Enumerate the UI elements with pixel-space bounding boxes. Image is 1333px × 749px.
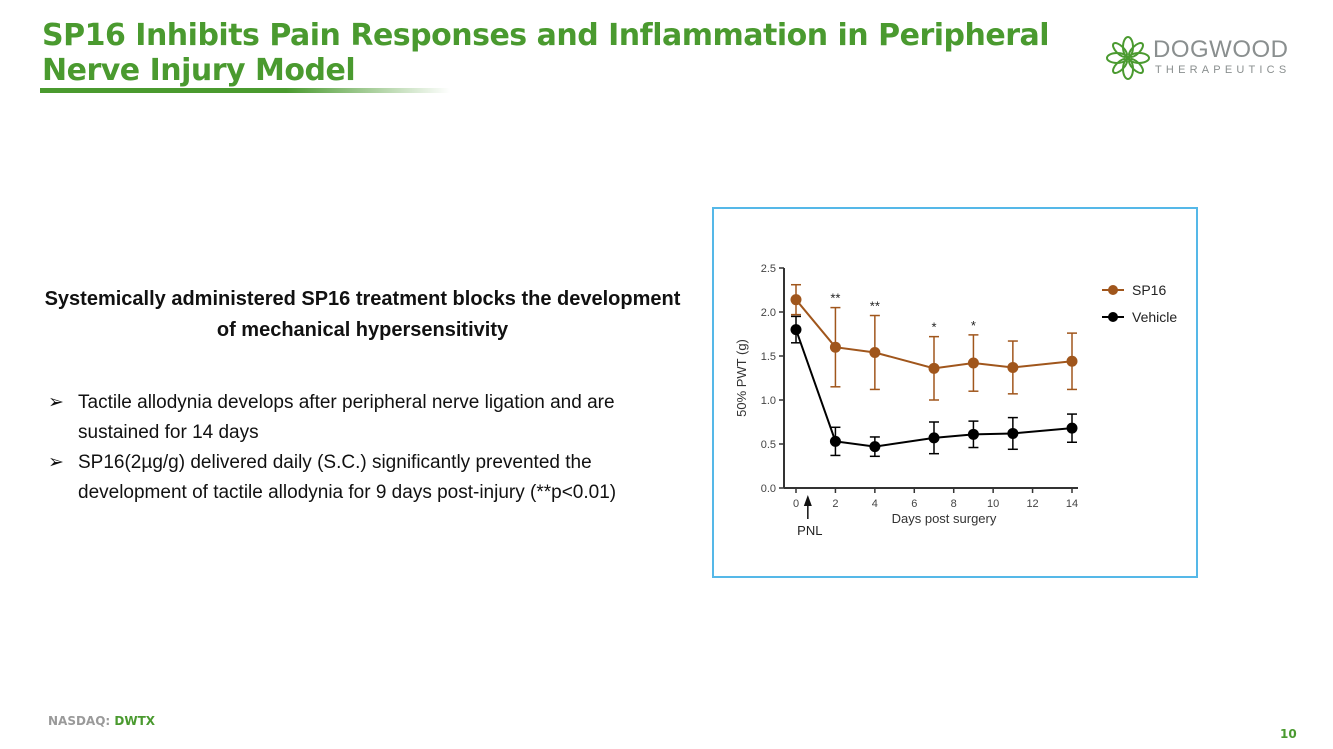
logo-name: DOGWOOD [1153,36,1289,63]
pnl-label: PNL [797,523,822,538]
subheading: Systemically administered SP16 treatment… [44,288,681,341]
footer-exchange: NASDAQ: [48,714,111,728]
company-logo: DOGWOOD THERAPEUTICS [1105,33,1305,83]
significance-marker: * [931,320,936,335]
data-point-vehicle [1007,427,1019,439]
x-tick-label: 2 [832,498,838,510]
bullet-item: ➢ Tactile allodynia develops after perip… [48,388,688,448]
y-tick-label: 1.5 [761,351,776,363]
data-point-sp16 [967,357,979,369]
bullet-list: ➢ Tactile allodynia develops after perip… [48,388,688,508]
x-tick-label: 12 [1026,498,1038,510]
data-point-sp16 [1007,361,1019,373]
footer: NASDAQ: DWTX [48,714,155,728]
x-tick-label: 6 [911,498,917,510]
legend-label: SP16 [1132,282,1166,298]
y-tick-label: 0.5 [761,439,776,451]
data-point-vehicle [869,441,881,453]
bullet-text: SP16(2µg/g) delivered daily (S.C.) signi… [78,452,617,503]
flower-logo-icon [1106,36,1150,80]
significance-marker: ** [830,291,840,306]
y-axis-label: 50% PWT (g) [734,339,749,417]
slide-title: SP16 Inhibits Pain Responses and Inflamm… [42,18,1050,88]
x-tick-label: 10 [987,498,999,510]
x-axis-label: Days post surgery [892,511,997,526]
data-point-sp16 [790,294,802,306]
footer-ticker: DWTX [114,714,156,728]
arrow-bullet-icon: ➢ [48,452,64,473]
bullet-text: Tactile allodynia develops after periphe… [78,392,615,443]
y-tick-label: 0.0 [761,483,776,495]
x-tick-label: 8 [951,498,957,510]
legend-marker [1108,312,1118,322]
data-point-sp16 [1066,355,1078,367]
x-tick-label: 14 [1066,498,1078,510]
significance-marker: ** [870,299,880,314]
data-point-vehicle [928,432,940,444]
data-point-sp16 [869,346,881,358]
data-point-sp16 [928,362,940,374]
pnl-arrow-icon [803,495,812,506]
data-point-vehicle [967,428,979,440]
y-tick-label: 1.0 [761,395,776,407]
x-tick-label: 4 [872,498,878,510]
x-tick-label: 0 [793,498,799,510]
pwt-chart: 0.0 0.5 1.0 1.5 2.0 2.5 0 2 4 6 8 10 12 14 Days post s… [734,263,1177,538]
legend-label: Vehicle [1132,309,1177,325]
significance-marker: * [971,318,976,333]
title-underline [40,88,450,93]
arrow-bullet-icon: ➢ [48,392,64,413]
data-point-vehicle [829,435,841,447]
logo-subtitle: THERAPEUTICS [1155,64,1291,76]
page-number: 10 [1280,727,1297,741]
y-tick-label: 2.0 [761,307,776,319]
data-point-sp16 [829,341,841,353]
data-point-vehicle [790,324,802,336]
legend-marker [1108,285,1118,295]
data-point-vehicle [1066,422,1078,434]
chart-frame: 0.0 0.5 1.0 1.5 2.0 2.5 0 2 4 6 8 10 12 14 Days post s… [712,207,1198,578]
y-tick-label: 2.5 [761,263,776,275]
bullet-item: ➢ SP16(2µg/g) delivered daily (S.C.) sig… [48,448,688,508]
